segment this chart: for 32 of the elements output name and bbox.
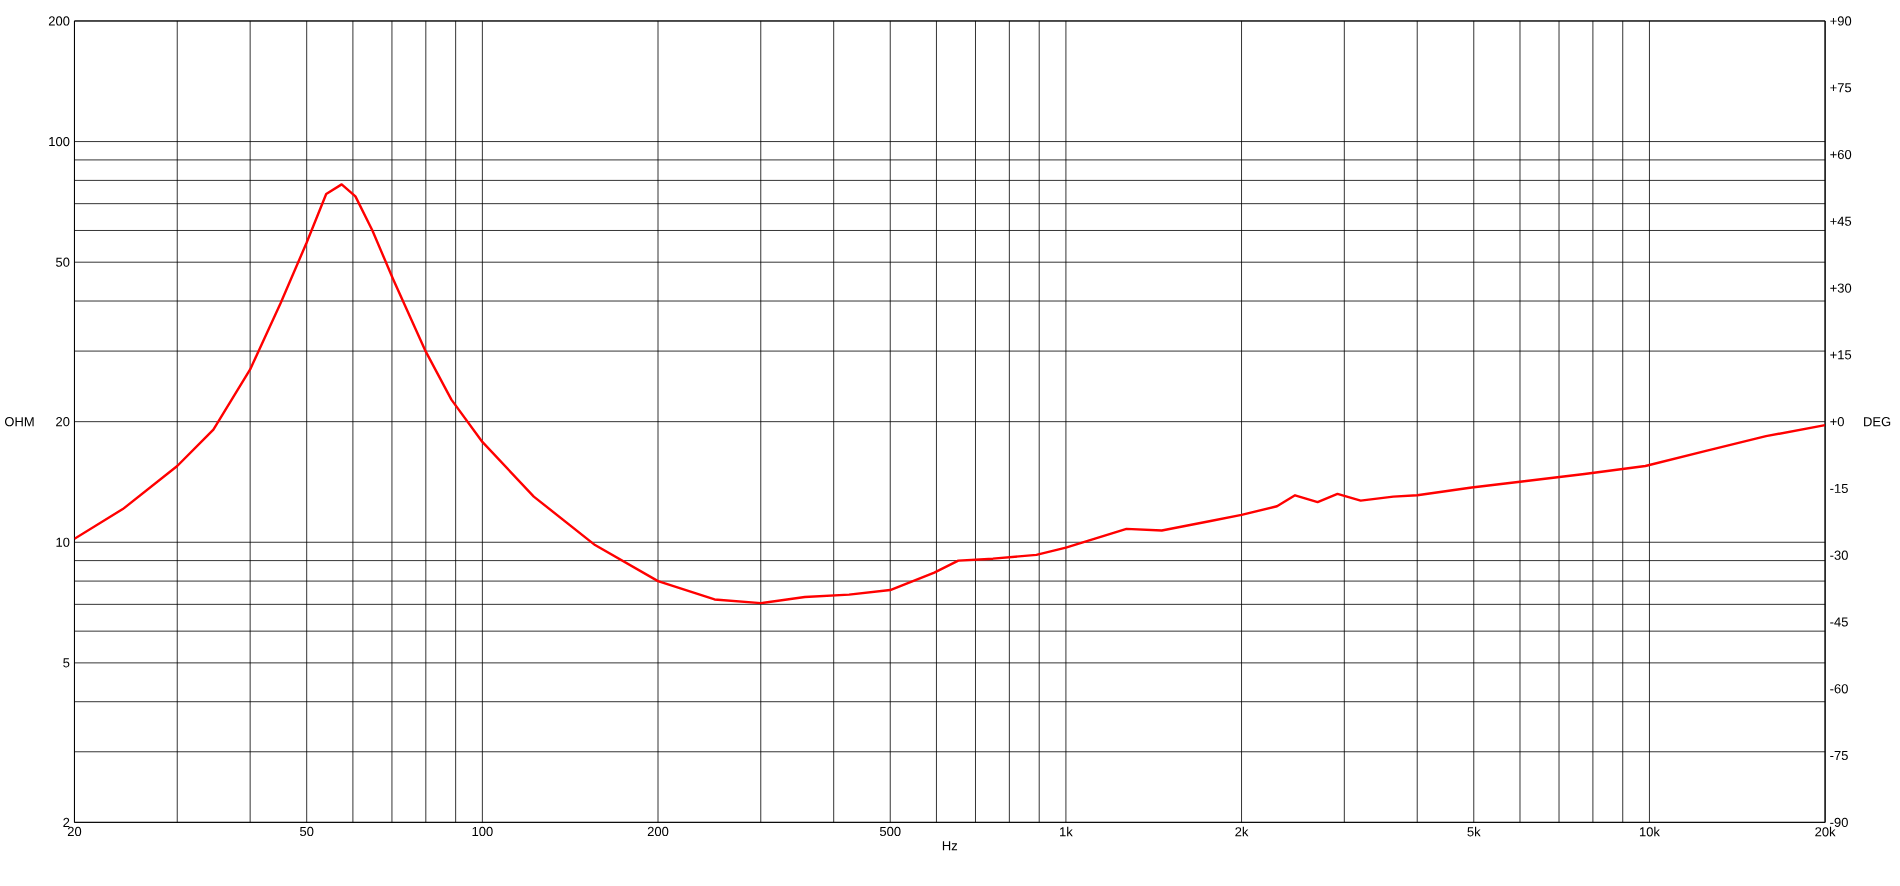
y-tick-label: 2 — [63, 817, 70, 827]
y2-tick-label: -30 — [1830, 550, 1848, 560]
x-tick-label: 1k — [1060, 826, 1073, 837]
y2-tick-label: +0 — [1830, 416, 1844, 427]
y-tick-label: 20 — [56, 416, 70, 427]
y2-tick-label: -45 — [1830, 617, 1848, 627]
y2-tick-label: +90 — [1830, 16, 1852, 26]
x-tick-label: 200 — [647, 826, 669, 836]
y2-tick-label: +75 — [1830, 83, 1852, 93]
x-tick-label: 5k — [1467, 826, 1481, 837]
y-tick-label: 200 — [48, 16, 70, 26]
x-tick-label: 50 — [299, 826, 314, 836]
y-tick-label: 100 — [49, 136, 70, 147]
x-tick-label: 20k — [1815, 826, 1836, 837]
y2-tick-label: +45 — [1830, 216, 1852, 226]
y2-tick-label: -15 — [1830, 483, 1848, 493]
x-tick-label: 500 — [879, 826, 901, 836]
x-axis-title: Hz — [942, 841, 958, 851]
y2-tick-label: -75 — [1830, 750, 1848, 760]
x-tick-label: 10k — [1639, 826, 1660, 837]
y2-tick-label: +60 — [1830, 149, 1852, 159]
x-tick-label: 2k — [1235, 826, 1249, 837]
y-axis-title: OHM — [4, 416, 34, 427]
y-tick-label: 10 — [56, 537, 70, 547]
y2-tick-label: +30 — [1830, 283, 1852, 293]
y2-tick-label: -60 — [1830, 684, 1848, 694]
y-tick-label: 50 — [56, 257, 70, 267]
y2-tick-label: -90 — [1830, 817, 1848, 827]
y2-tick-label: +15 — [1830, 350, 1852, 360]
x-tick-label: 100 — [472, 826, 493, 836]
y2-axis-title: DEG — [1864, 416, 1891, 427]
y-tick-label: 5 — [63, 658, 70, 668]
